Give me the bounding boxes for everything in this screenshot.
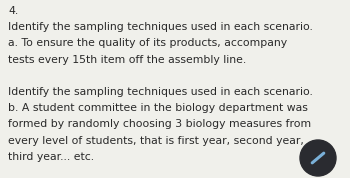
- Text: tests every 15th item off the assembly line.: tests every 15th item off the assembly l…: [8, 55, 246, 65]
- Circle shape: [300, 140, 336, 176]
- Text: Identify the sampling techniques used in each scenario.: Identify the sampling techniques used in…: [8, 22, 313, 32]
- Text: third year... etc.: third year... etc.: [8, 152, 94, 162]
- Text: 4.: 4.: [8, 6, 18, 16]
- Text: b. A student committee in the biology department was: b. A student committee in the biology de…: [8, 103, 308, 113]
- Text: every level of students, that is first year, second year,: every level of students, that is first y…: [8, 136, 304, 146]
- Text: formed by randomly choosing 3 biology measures from: formed by randomly choosing 3 biology me…: [8, 119, 311, 129]
- Text: Identify the sampling techniques used in each scenario.: Identify the sampling techniques used in…: [8, 87, 313, 97]
- Text: a. To ensure the quality of its products, accompany: a. To ensure the quality of its products…: [8, 38, 287, 48]
